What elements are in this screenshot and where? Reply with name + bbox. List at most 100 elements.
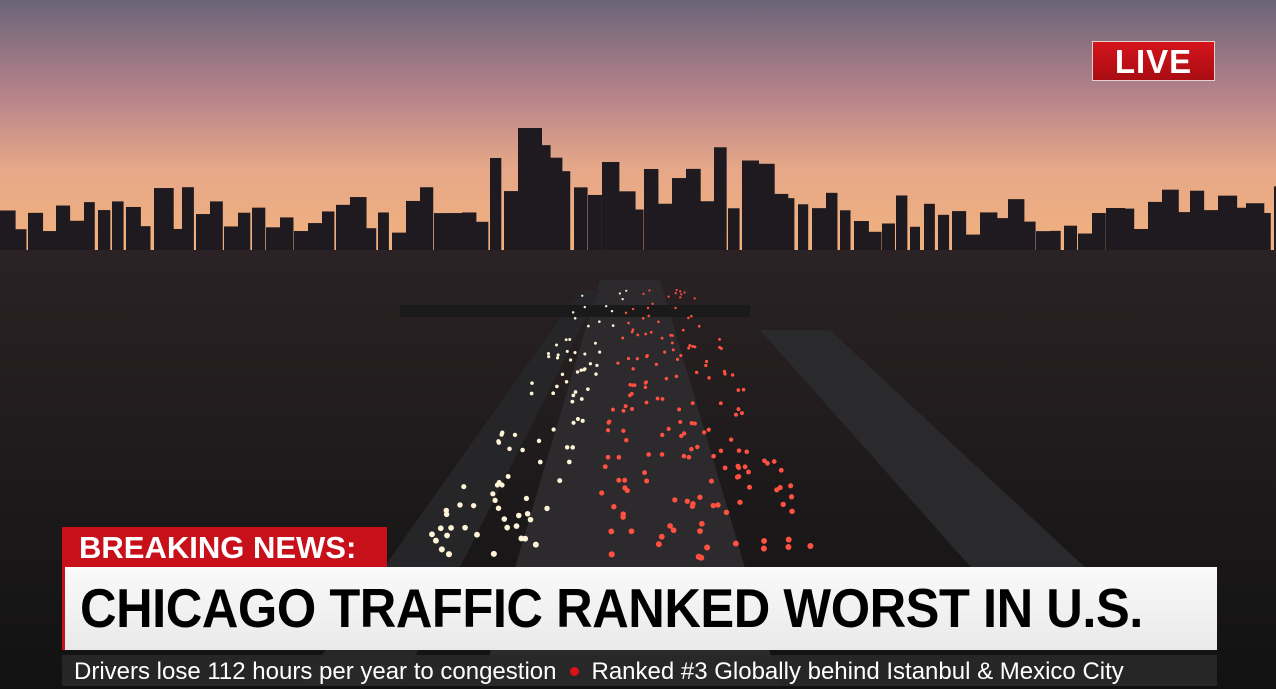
car-light [512,432,518,438]
car-light [677,407,682,412]
car-light [732,540,739,547]
ticker-separator-dot [570,666,580,676]
car-light [785,544,792,551]
car-light [618,292,621,295]
car-light [598,320,601,323]
car-light [564,380,569,384]
car-light [630,330,634,334]
building [910,226,921,260]
car-light [660,432,665,438]
car-light [575,416,580,422]
car-light [789,508,795,515]
car-light [674,292,677,295]
car-light [494,482,500,488]
car-light [765,460,770,466]
car-light [679,296,682,299]
car-light [571,420,576,425]
car-light [530,381,534,385]
car-light [527,516,534,523]
car-light [602,464,608,470]
car-light [507,446,512,452]
car-light [684,498,690,504]
building [686,168,701,260]
car-light [648,289,651,292]
building [714,147,727,260]
car-light [616,477,622,483]
building [378,212,389,260]
car-light [621,428,626,433]
car-light [537,459,543,465]
car-light [628,382,632,387]
car-light [689,503,696,509]
building [462,212,477,260]
car-light [581,294,584,297]
car-light [457,502,463,508]
car-light [687,316,690,320]
building [784,198,795,260]
car-light [736,465,742,471]
car-light [693,345,697,349]
car-light [608,528,615,535]
car-light [642,292,645,295]
car-light [654,362,659,367]
car-light [683,291,686,294]
car-light [595,363,599,367]
building [1148,201,1163,260]
car-light [529,391,534,396]
car-light [670,527,677,534]
car-light [630,407,635,411]
car-light [557,478,563,484]
building [924,203,935,260]
car-light [733,412,738,417]
car-light [624,311,628,315]
car-light [710,502,716,509]
car-light [746,484,753,490]
car-light [631,328,635,332]
car-light [655,396,660,401]
building [448,213,467,260]
car-light [445,551,453,558]
car-light [736,388,741,392]
car-light [686,454,692,460]
car-light [695,553,702,560]
car-light [470,502,477,509]
car-light [622,477,628,483]
car-light [659,452,665,457]
car-light [443,511,450,518]
car-light [646,452,651,457]
car-light [605,454,611,460]
car-light [492,497,498,503]
car-light [598,350,602,354]
building [56,205,71,260]
car-light [689,421,694,426]
car-light [626,356,631,361]
building [798,204,809,260]
car-light [593,341,597,345]
car-light [520,447,525,453]
building [196,214,212,260]
car-light [741,387,746,392]
car-light [437,525,444,532]
car-light [573,317,577,320]
building [588,194,602,260]
car-light [625,289,628,292]
car-light [728,437,734,442]
building [1204,210,1222,260]
building [630,209,644,260]
building [434,213,449,260]
car-light [680,293,683,296]
car-light [621,297,624,301]
building [1246,203,1265,260]
building [1008,199,1025,260]
car-light [643,385,648,390]
car-light [644,332,648,336]
car-light [532,541,539,548]
car-light [742,464,748,470]
car-light [551,427,556,432]
car-light [586,387,590,391]
car-light [690,401,695,406]
car-light [689,446,694,452]
building [952,211,967,260]
car-light [737,499,743,505]
car-light [695,444,700,450]
